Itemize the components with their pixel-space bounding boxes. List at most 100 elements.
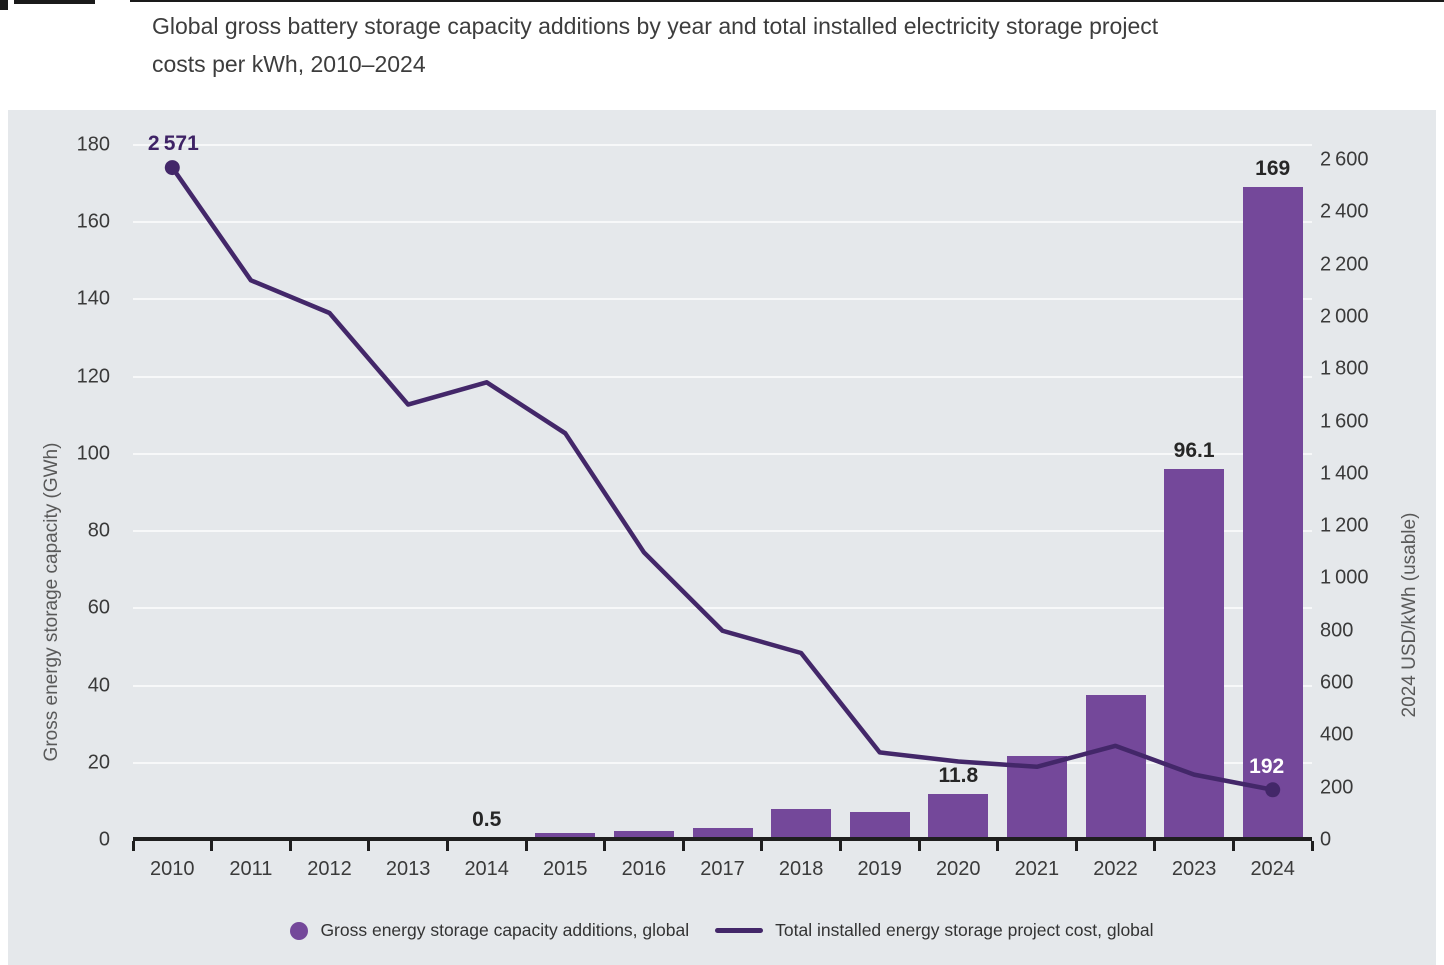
plot-area: 0 20 40 60 80 100 120 140 160 180 0 200 400 600 800 1 0… [8,110,1436,965]
right-axis-tick-label: 2 200 [1320,253,1369,276]
bar-2024 [1242,187,1303,840]
legend-line-icon [715,928,764,933]
right-axis-tick-label: 400 [1320,723,1354,746]
figure-title: Global gross battery storage capacity ad… [152,7,1432,83]
x-axis-tick [1074,841,1078,851]
x-axis-tick [445,841,449,851]
x-axis-label-2016: 2016 [621,858,667,880]
header-rule-thick [14,0,95,4]
left-axis-tick-label: 180 [76,133,110,156]
figure-title-line1: Global gross battery storage capacity ad… [152,13,1159,39]
cost-line-series [164,160,1281,798]
x-axis-tick [760,841,764,851]
x-axis-tick [603,841,607,851]
gridline [133,221,1312,224]
legend-label-cost: Total installed energy storage project c… [775,920,1154,940]
x-axis-tick [367,841,371,851]
data-label-2020: 11.8 [938,764,979,788]
x-axis-tick [288,841,292,851]
gridline [133,375,1312,378]
right-axis-tick-label: 1 400 [1320,462,1369,485]
bar-2019 [849,811,910,840]
right-axis-tick-label: 2 400 [1320,200,1369,223]
x-axis-tick [681,841,685,851]
gridline [133,761,1312,764]
legend-item-capacity: Gross energy storage capacity additions,… [290,920,689,941]
bar-2017 [692,827,753,840]
x-axis-tick [838,841,842,851]
header-rule-blob [0,0,8,10]
right-axis-tick-label: 200 [1320,776,1354,799]
header-rule-thin [130,0,1444,2]
x-axis-label-2012: 2012 [307,858,352,880]
x-axis-label-2024: 2024 [1250,858,1295,880]
line-end-marker-icon [1265,782,1281,798]
bar-2015 [535,833,596,840]
x-axis-label-2018: 2018 [778,858,824,880]
figure-title-line2: costs per kWh, 2010–2024 [152,51,426,77]
data-label-2024: 169 [1255,157,1291,181]
gridline [133,530,1312,533]
x-axis-tick [131,841,135,851]
left-axis-tick-label: 40 [87,674,110,697]
bar-2016 [613,831,674,840]
x-axis-label-2021: 2021 [1014,858,1060,880]
right-axis-tick-label: 0 [1320,828,1332,851]
cost-line-path [170,166,1274,792]
chart-panel: 0 20 40 60 80 100 120 140 160 180 0 200 400 600 800 1 0… [8,110,1436,965]
right-axis-tick-label: 1 800 [1320,357,1369,380]
x-axis-label-2011: 2011 [229,858,273,880]
left-axis-title: Gross energy storage capacity (GWh) [41,442,62,762]
left-axis-tick-label: 60 [87,596,110,619]
left-axis-tick-label: 140 [76,287,110,310]
data-label-2024: 192 [1249,754,1285,778]
right-axis-tick-label: 800 [1320,619,1354,642]
x-axis-tick [917,841,921,851]
legend-item-cost: Total installed energy storage project c… [715,920,1154,941]
left-axis-tick-label: 100 [76,442,110,465]
chart-legend: Gross energy storage capacity additions,… [8,920,1436,941]
bar-2022 [1085,694,1146,840]
x-axis-label-2014: 2014 [464,858,509,880]
x-axis-label-2017: 2017 [700,858,745,880]
left-axis-tick-label: 120 [76,365,110,388]
legend-dot-icon [290,921,309,940]
right-axis-title: 2024 USD/kWh (usable) [1399,512,1420,718]
bar-2020 [928,794,989,840]
x-axis-line [133,837,1312,841]
data-label-2014: 0.5 [472,808,502,832]
x-axis-label-2013: 2013 [385,858,431,880]
bar-2021 [1006,755,1067,840]
legend-label-capacity: Gross energy storage capacity additions,… [320,920,690,940]
right-axis-tick-label: 600 [1320,671,1354,694]
data-label-2023: 96.1 [1173,438,1215,462]
x-axis-label-2010: 2010 [150,858,195,880]
gridline [133,607,1312,610]
left-axis-tick-label: 160 [76,210,110,233]
left-axis-tick-label: 20 [87,751,110,774]
x-axis-tick [1231,841,1235,851]
x-axis-label-2020: 2020 [936,858,981,880]
right-axis-tick-label: 2 600 [1320,148,1369,171]
gridline [133,144,1312,146]
x-axis-tick [524,841,528,851]
x-axis-label-2023: 2023 [1171,858,1217,880]
bar-2018 [771,809,832,840]
left-axis-tick-label: 0 [98,828,110,851]
line-end-marker-icon [164,160,180,176]
right-axis-tick-label: 2 000 [1320,305,1369,328]
x-axis-tick [1310,841,1314,851]
x-axis-tick [1153,841,1157,851]
x-axis-label-2022: 2022 [1093,858,1138,880]
gridline [133,298,1312,301]
x-axis-label-2019: 2019 [857,858,902,880]
x-axis-tick [996,841,1000,851]
right-axis-tick-label: 1 000 [1320,566,1369,589]
left-axis-tick-label: 80 [87,519,110,542]
x-axis-tick [210,841,214,851]
gridline [133,684,1312,687]
right-axis-tick-label: 1 600 [1320,410,1369,433]
x-axis-label-2015: 2015 [543,858,588,880]
right-axis-tick-label: 1 200 [1320,514,1369,537]
data-label-2010: 2 571 [147,131,199,155]
